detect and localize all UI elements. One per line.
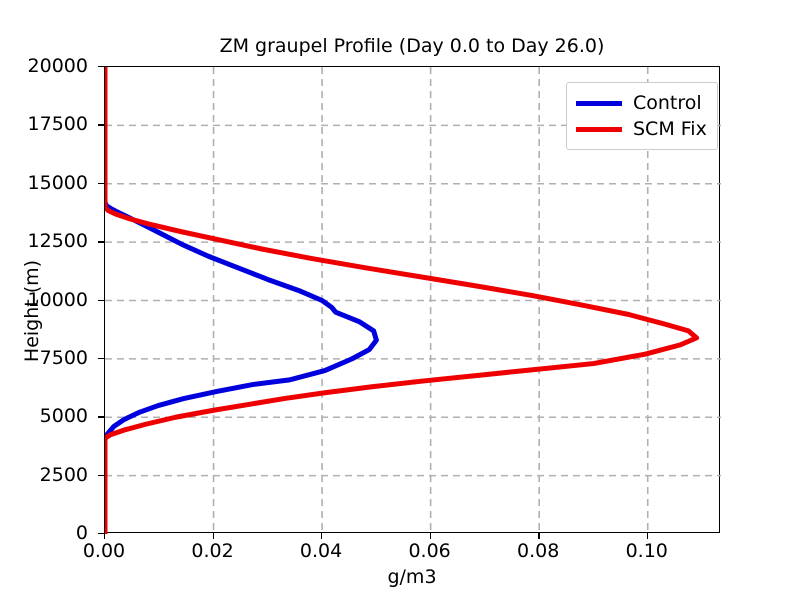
y-tick-label: 12500 [27, 230, 88, 253]
y-tick-label: 5000 [39, 405, 88, 428]
legend-color-swatch [576, 100, 622, 106]
y-tick-label: 20000 [27, 55, 88, 77]
x-tick-mark [646, 533, 649, 539]
x-tick-label: 0.06 [408, 540, 451, 562]
x-tick-label: 0.08 [517, 540, 560, 562]
x-tick-mark [104, 533, 106, 539]
x-tick-mark [321, 533, 323, 539]
y-tick-mark [98, 416, 104, 418]
x-tick-label: 0.00 [82, 540, 126, 562]
chart-title: ZM graupel Profile (Day 0.0 to Day 26.0) [219, 35, 605, 57]
legend-item-scm-fix[interactable]: SCM Fix [576, 116, 707, 142]
y-tick-label: 17500 [27, 113, 88, 136]
y-tick-mark [98, 474, 104, 477]
legend-label: SCM Fix [633, 118, 707, 140]
x-axis-label: g/m3 [387, 566, 437, 588]
y-tick-mark [98, 299, 104, 301]
y-tick-label: 0 [75, 522, 88, 544]
y-tick-mark [98, 182, 104, 185]
y-tick-mark [98, 357, 104, 360]
y-tick-label: 7500 [39, 346, 88, 369]
y-tick-mark [98, 533, 104, 535]
data-series-group [105, 67, 700, 534]
x-tick-label: 0.10 [625, 540, 668, 562]
x-tick-mark [538, 533, 540, 539]
legend-item-control[interactable]: Control [576, 90, 707, 116]
y-tick-mark [98, 241, 104, 243]
y-tick-label: 15000 [27, 171, 88, 194]
x-tick-mark [212, 533, 214, 539]
x-tick-mark [429, 533, 432, 539]
x-tick-label: 0.04 [299, 540, 343, 562]
y-tick-mark [98, 66, 104, 68]
y-tick-label: 2500 [39, 463, 88, 486]
y-tick-mark [98, 124, 104, 126]
y-tick-label: 10000 [27, 288, 88, 311]
series-line-scm-fix [105, 67, 700, 534]
legend-color-swatch [576, 126, 622, 132]
x-tick-label: 0.02 [191, 540, 234, 562]
chart-legend[interactable]: Control SCM Fix [566, 82, 718, 150]
legend-label: Control [633, 92, 702, 114]
